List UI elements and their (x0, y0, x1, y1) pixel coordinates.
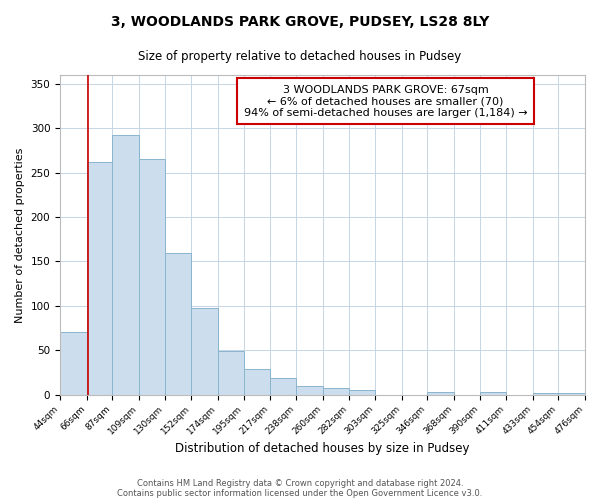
Text: Contains HM Land Registry data © Crown copyright and database right 2024.: Contains HM Land Registry data © Crown c… (137, 478, 463, 488)
Y-axis label: Number of detached properties: Number of detached properties (15, 147, 25, 322)
Bar (60, 332, 87, 394)
Bar (164, 252, 191, 394)
Bar (191, 308, 218, 394)
Bar (533, 393, 558, 394)
Bar (112, 136, 139, 394)
Bar (481, 392, 506, 394)
Text: Contains public sector information licensed under the Open Government Licence v3: Contains public sector information licen… (118, 488, 482, 498)
Bar (427, 392, 454, 394)
Bar (244, 369, 270, 394)
X-axis label: Distribution of detached houses by size in Pudsey: Distribution of detached houses by size … (175, 442, 470, 455)
Bar (87, 162, 112, 394)
Bar (270, 378, 296, 394)
Bar (296, 386, 323, 394)
Bar (349, 390, 375, 394)
Bar (323, 388, 349, 394)
Bar (558, 393, 585, 394)
Text: Size of property relative to detached houses in Pudsey: Size of property relative to detached ho… (139, 50, 461, 63)
Bar (139, 160, 164, 394)
Text: 3 WOODLANDS PARK GROVE: 67sqm
← 6% of detached houses are smaller (70)
94% of se: 3 WOODLANDS PARK GROVE: 67sqm ← 6% of de… (244, 84, 527, 118)
Bar (218, 351, 244, 395)
Text: 3, WOODLANDS PARK GROVE, PUDSEY, LS28 8LY: 3, WOODLANDS PARK GROVE, PUDSEY, LS28 8L… (111, 15, 489, 29)
